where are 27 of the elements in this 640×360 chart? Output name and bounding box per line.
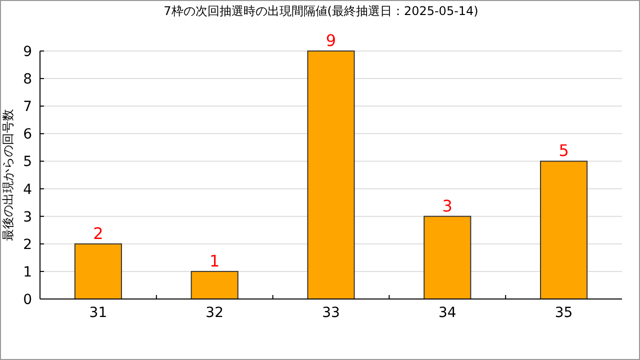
y-tick-label: 5: [23, 154, 32, 170]
y-tick-label: 7: [23, 99, 32, 116]
bar: [424, 216, 472, 300]
x-tick-label: 32: [206, 305, 224, 321]
data-label: 1: [210, 251, 220, 270]
y-tick-label: 2: [23, 236, 32, 253]
data-label: 3: [442, 196, 452, 216]
y-tick-label: 1: [23, 264, 32, 280]
data-label: 2: [93, 224, 104, 243]
y-tick-label: 6: [23, 126, 32, 143]
y-tick-label: 9: [23, 44, 32, 60]
y-tick-label: 8: [23, 72, 32, 88]
x-tick-label: 34: [438, 305, 456, 321]
y-tick-label: 3: [23, 209, 32, 226]
x-tick-label: 31: [89, 305, 108, 321]
data-label: 9: [326, 31, 336, 50]
y-tick-label: 4: [23, 182, 32, 198]
y-axis-title: 最後の出現からの回号数: [1, 109, 15, 241]
bar: [74, 243, 122, 300]
chart-title: 7枠の次回抽選時の出現間隔値(最終抽選日：2025-05-14): [164, 4, 478, 18]
bar: [540, 160, 588, 300]
data-label: 5: [558, 141, 569, 160]
y-tick-label: 0: [23, 292, 32, 308]
x-tick-label: 35: [554, 305, 573, 321]
bar: [190, 270, 238, 300]
bar: [307, 50, 355, 300]
x-tick-label: 33: [322, 305, 340, 321]
